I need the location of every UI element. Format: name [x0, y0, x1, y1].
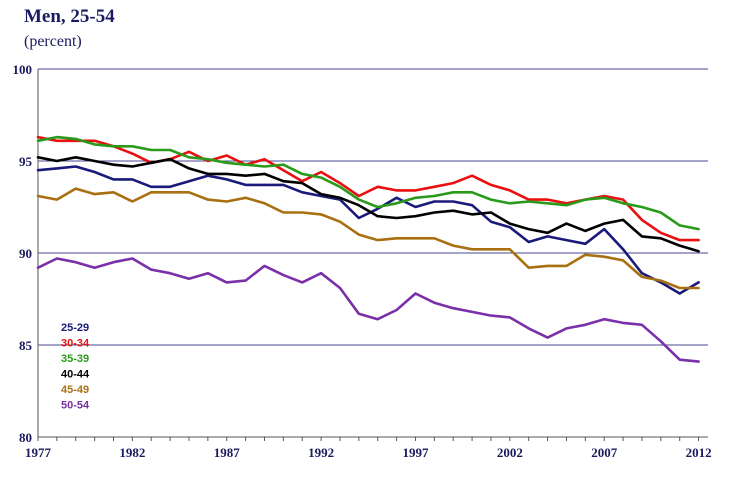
legend-label-50-54: 50-54 [61, 400, 90, 412]
y-tick-label-95: 95 [19, 154, 33, 169]
legend-label-30-34: 30-34 [61, 338, 90, 350]
x-tick-label-1987: 1987 [214, 445, 241, 460]
x-tick-label-2002: 2002 [497, 445, 523, 460]
y-tick-label-90: 90 [19, 246, 32, 261]
y-tick-label-85: 85 [19, 338, 33, 353]
legend-label-45-49: 45-49 [61, 384, 89, 396]
legend-label-35-39: 35-39 [61, 353, 89, 365]
legend-label-25-29: 25-29 [61, 322, 89, 334]
series-line-40-44 [36, 156, 700, 253]
legend-label-40-44: 40-44 [61, 369, 90, 381]
y-tick-label-80: 80 [19, 430, 32, 445]
x-tick-label-2007: 2007 [591, 445, 618, 460]
chart-title: Men, 25-54 [24, 6, 115, 27]
x-tick-label-2012: 2012 [686, 445, 712, 460]
x-tick-label-1982: 1982 [119, 445, 145, 460]
x-tick-label-1997: 1997 [402, 445, 429, 460]
chart-subtitle: (percent) [24, 33, 82, 50]
series-line-50-54 [36, 257, 700, 363]
series-line-45-49 [36, 187, 700, 290]
y-tick-label-100: 100 [13, 62, 33, 77]
x-tick-label-1977: 1977 [25, 445, 52, 460]
series-line-25-29 [36, 165, 700, 295]
x-tick-label-1992: 1992 [308, 445, 334, 460]
series-line-35-39 [36, 135, 700, 231]
